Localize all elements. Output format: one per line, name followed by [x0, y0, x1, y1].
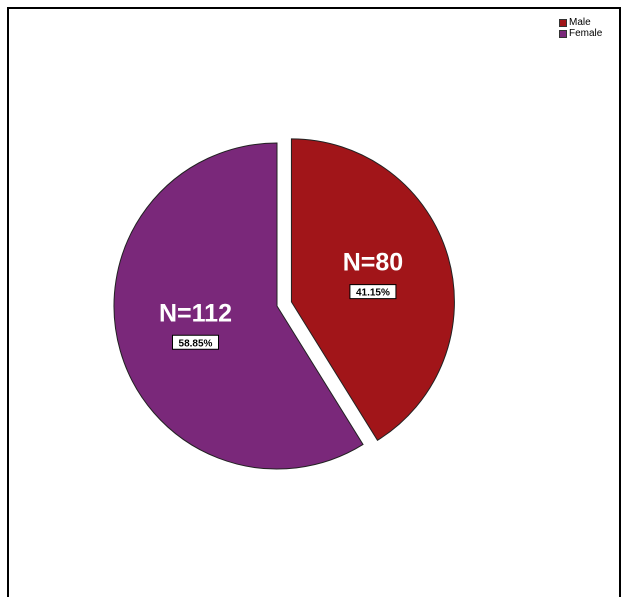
legend-entry-male: Male: [559, 17, 602, 28]
legend-entry-female: Female: [559, 28, 602, 39]
pie-slice-female: [113, 142, 364, 470]
legend: Male Female: [559, 17, 602, 39]
slice-n-label-male: N=80: [343, 249, 403, 277]
slice-pct-label-male: 41.15%: [356, 288, 390, 299]
slice-pct-box-male: [349, 284, 397, 300]
slice-pct-label-female: 58.85%: [179, 338, 213, 349]
legend-label-male: Male: [569, 17, 591, 28]
legend-label-female: Female: [569, 28, 603, 39]
chart-frame: [7, 7, 621, 597]
slice-n-label-female: N=112: [159, 299, 232, 327]
legend-swatch-female: [559, 29, 567, 38]
slice-pct-box-female: [171, 334, 219, 350]
legend-swatch-male: [559, 18, 567, 27]
